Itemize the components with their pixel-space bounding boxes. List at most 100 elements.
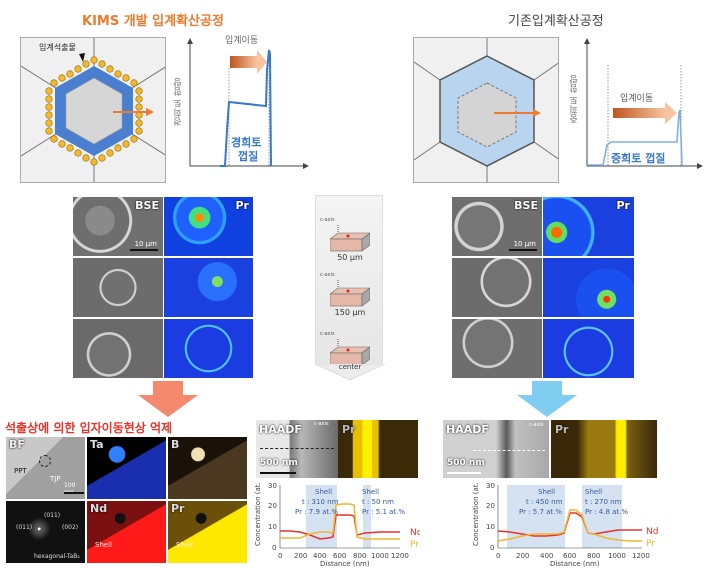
precipitate-label: 입계석출물	[39, 43, 76, 52]
haadf-label: HAADF	[259, 423, 302, 436]
kims-bse-center	[73, 319, 163, 378]
x-axis-label: Distance (nm)	[550, 560, 600, 568]
kims-concentration-profile: 경희토 함량 입계이동 경희토 껍질	[170, 30, 310, 170]
svg-text:400: 400	[313, 552, 326, 560]
conventional-arrow-label: 입계이동	[620, 94, 654, 104]
svg-text:800: 800	[353, 552, 366, 560]
line-scan-path	[260, 448, 334, 449]
conventional-concentration-profile: 중희토 함량 입계이동 중희토 껍질	[565, 30, 705, 170]
tem-pr-map: Pr Shell	[167, 500, 248, 564]
conventional-micrograph-grid: BSE 10 μm Pr	[452, 197, 634, 378]
depth-label-center: center	[338, 363, 362, 371]
svg-text:600: 600	[333, 552, 346, 560]
conventional-down-arrow-icon	[517, 381, 577, 417]
pr-legend: Pr	[410, 540, 419, 550]
sample-cube-icon	[330, 225, 370, 252]
ppt-circle-marker	[39, 455, 51, 467]
svg-text:10: 10	[268, 523, 277, 531]
scale-bar	[130, 249, 158, 251]
scale-bar-label: 10 μm	[134, 240, 157, 248]
haadf-label: HAADF	[446, 423, 489, 436]
grain-schematic-drawing	[21, 38, 165, 182]
haadf-scale-bar	[260, 472, 296, 474]
conv-bse-50um: BSE 10 μm	[452, 197, 542, 256]
svg-text:0: 0	[496, 552, 500, 560]
kims-down-arrow-icon	[138, 381, 198, 417]
depth-item-center: c-axis	[320, 320, 370, 367]
pr-map-label: Pr	[555, 423, 569, 436]
pr-shell-label: Shell	[176, 541, 194, 549]
conv-haadf-panel: HAADF c-axis 500 nm	[443, 420, 549, 478]
phase-label: hexagonal-TaB₂	[34, 553, 80, 560]
sampling-depth-column: c-axis 50 μm c-axis 150 μm c-axis	[315, 195, 383, 367]
tem-panel-grid: BF PPT TJP 100 nm Ta B (011) (011) (002)…	[5, 436, 248, 564]
tem-scale-bar	[64, 492, 84, 494]
conventional-shell-label: 중희토 껍질	[611, 152, 666, 165]
tem-ta-map: Ta	[86, 436, 167, 500]
pr-map-label: Pr	[616, 199, 631, 212]
tem-b-map: B	[167, 436, 248, 500]
pr-label: Pr	[171, 502, 185, 515]
precipitate-pointer-icon	[79, 53, 85, 62]
kims-bse-150um	[73, 258, 163, 317]
nd-shell-label: Shell	[95, 541, 113, 549]
diffusion-arrow-icon	[533, 109, 541, 117]
svg-text:200: 200	[516, 552, 529, 560]
conventional-grain-schematic	[413, 37, 559, 183]
sample-cube-icon	[330, 280, 370, 307]
svg-text:800: 800	[587, 552, 600, 560]
bse-label: BSE	[514, 199, 538, 212]
kims-concentration-chart: 0 10 20 30 0 200 400 600 800 1000 1200 Distance (…	[254, 482, 420, 568]
svg-text:Pr : 5.7 at.%: Pr : 5.7 at.%	[519, 508, 562, 516]
c-axis-label: c-axis	[529, 422, 544, 428]
svg-text:0: 0	[278, 552, 282, 560]
suppression-title: 석출상에 의한 입자이동현상 억제	[5, 421, 173, 435]
kims-arrow-label: 입계이동	[225, 36, 259, 46]
conventional-y-axis-label: 중희토 함량	[570, 75, 580, 123]
ta-label: Ta	[90, 438, 104, 451]
conv-pr-map-50um: Pr	[543, 197, 634, 256]
conv-bse-150um	[452, 258, 542, 317]
kims-pr-map-150um	[164, 258, 253, 317]
kims-bse-50um: BSE 10 μm	[73, 197, 163, 256]
nd-legend: Nd	[646, 527, 658, 537]
haadf-scale-label: 500 nm	[260, 458, 298, 468]
kims-pr-line-map: Pr	[338, 420, 418, 478]
svg-text:Pr : 5.1 at.%: Pr : 5.1 at.%	[362, 508, 405, 516]
kims-pr-map-center	[164, 319, 253, 378]
svg-text:t : 270 nm: t : 270 nm	[585, 498, 622, 506]
kims-grain-schematic: 입계석출물	[20, 37, 166, 183]
svg-text:Shell: Shell	[585, 488, 602, 496]
c-axis-label: c-axis	[320, 272, 335, 278]
depth-label: 150 μm	[334, 308, 366, 317]
nd-legend: Nd	[410, 528, 420, 538]
depth-down-arrow-icon	[315, 364, 385, 381]
svg-text:30: 30	[268, 482, 277, 490]
kims-shell-label-2: 껍질	[238, 150, 259, 163]
sample-cube-icon	[330, 339, 370, 366]
diffusion-arrow-icon	[146, 108, 154, 116]
c-axis-label: c-axis	[314, 421, 329, 427]
svg-text:1200: 1200	[391, 552, 409, 560]
y-axis-label: Concentration (at.%)	[254, 482, 262, 546]
tem-bf-image: BF PPT TJP 100 nm	[5, 436, 86, 500]
pr-map-label: Pr	[235, 199, 250, 212]
haadf-scale-label: 500 nm	[447, 458, 485, 468]
conv-pr-line-map: Pr	[551, 420, 657, 478]
depth-label: 50 μm	[337, 253, 363, 262]
svg-text:20: 20	[268, 502, 277, 510]
svg-text:200: 200	[294, 552, 307, 560]
conventional-process-title: 기존입계확산공정	[508, 14, 604, 29]
tem-diffraction-pattern: (011) (011) (002) hexagonal-TaB₂	[5, 500, 86, 564]
c-axis-label: c-axis	[320, 217, 335, 223]
kims-y-axis-label: 경희토 함량	[174, 78, 184, 126]
bse-label: BSE	[135, 199, 159, 212]
spot-011-left: (011)	[16, 524, 33, 531]
haadf-scale-bar	[447, 472, 481, 474]
c-axis-label: c-axis	[320, 331, 335, 337]
svg-text:t : 450 nm: t : 450 nm	[526, 498, 563, 506]
svg-text:Pr : 7.9 at.%: Pr : 7.9 at.%	[295, 508, 338, 516]
tjp-label: TJP	[50, 475, 61, 483]
line-scan-path	[473, 450, 545, 451]
bf-label: BF	[9, 438, 25, 451]
